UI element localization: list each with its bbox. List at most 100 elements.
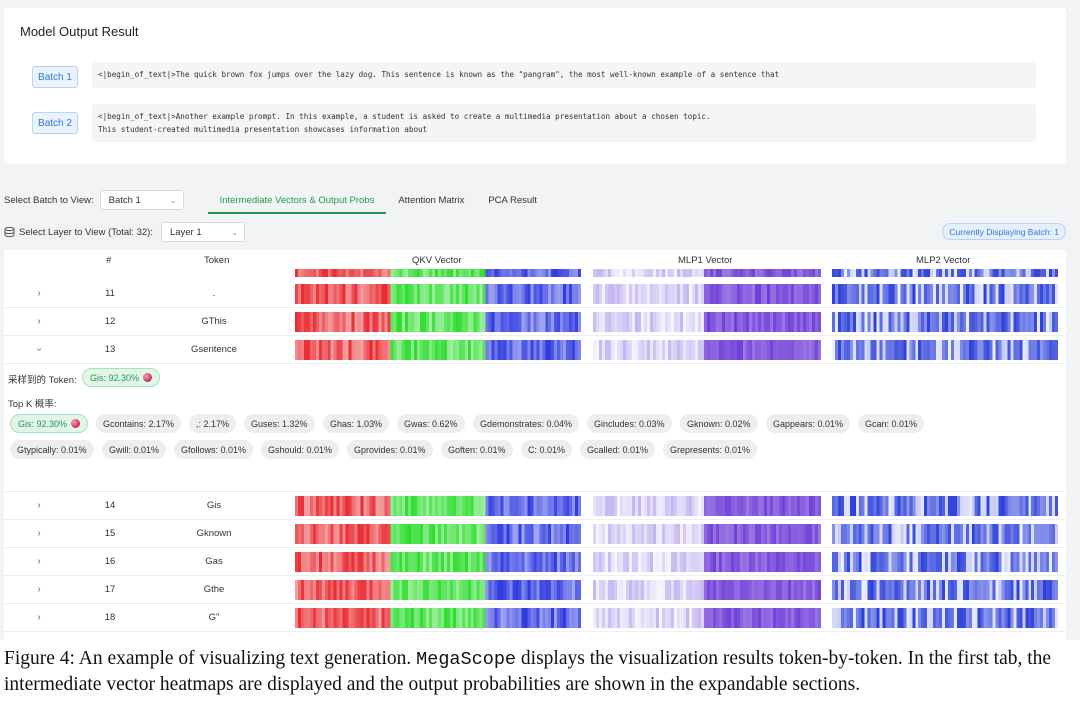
table-row[interactable]: › 15 Gknown bbox=[4, 520, 1066, 548]
table-row[interactable]: › 11 . bbox=[4, 280, 1066, 308]
topk-chip: Gdemonstrates: 0.04% bbox=[473, 414, 580, 433]
layer-select-label: Select Layer to View (Total: 32): bbox=[19, 226, 153, 238]
chevron-right-icon[interactable]: › bbox=[37, 528, 41, 539]
chevron-down-icon[interactable]: › bbox=[33, 347, 45, 352]
mlp1-heatmap bbox=[593, 269, 821, 277]
chevron-down-icon: ⌄ bbox=[169, 195, 177, 205]
topk-chip: Gtypically: 0.01% bbox=[10, 440, 94, 459]
batch-select[interactable]: Batch 1 ⌄ bbox=[99, 190, 184, 210]
row-num: 18 bbox=[104, 612, 116, 623]
partial-row bbox=[4, 269, 1066, 280]
chevron-down-icon: ⌄ bbox=[231, 227, 238, 237]
qkv-heatmap bbox=[295, 269, 581, 277]
row-num: 13 bbox=[104, 344, 116, 355]
database-icon bbox=[4, 227, 15, 237]
mlp1-heatmap bbox=[593, 312, 821, 332]
mlp1-heatmap bbox=[593, 340, 821, 360]
table-row[interactable]: › 16 Gas bbox=[4, 548, 1066, 576]
probability-dot-icon bbox=[143, 373, 153, 382]
qkv-heatmap bbox=[295, 312, 581, 332]
qkv-heatmap bbox=[295, 524, 581, 544]
layer-select[interactable]: Layer 1 ⌄ bbox=[160, 222, 245, 242]
topk-chip: Ghas: 1.03% bbox=[323, 414, 390, 433]
card-title: Model Output Result bbox=[20, 24, 139, 39]
topk-chip-label: Gwas: 0.62% bbox=[404, 418, 458, 429]
topk-chip: Gknown: 0.02% bbox=[680, 414, 758, 433]
topk-chip-label: Gfollows: 0.01% bbox=[181, 444, 247, 455]
topk-chip: Gwill: 0.01% bbox=[102, 440, 167, 459]
tab-intermediate-vectors[interactable]: Intermediate Vectors & Output Probs bbox=[207, 186, 387, 214]
mlp2-heatmap bbox=[832, 340, 1058, 360]
qkv-heatmap bbox=[295, 580, 581, 600]
row-token: G" bbox=[208, 612, 220, 623]
topk-chip-label: Goften: 0.01% bbox=[448, 444, 506, 455]
tab-pca-result[interactable]: PCA Result bbox=[488, 194, 537, 206]
chevron-right-icon[interactable]: › bbox=[37, 316, 41, 327]
topk-chip: Guses: 1.32% bbox=[244, 414, 315, 433]
chevron-right-icon[interactable]: › bbox=[37, 288, 41, 299]
topk-chip-label: Gcontains: 2.17% bbox=[103, 418, 175, 429]
row-num: 15 bbox=[104, 528, 116, 539]
mlp1-heatmap bbox=[593, 524, 821, 544]
header-mlp1: MLP1 Vector bbox=[678, 255, 733, 266]
header-num: # bbox=[106, 255, 112, 266]
batch-row-2: Batch 2 <|begin_of_text|>Another example… bbox=[32, 104, 1036, 142]
qkv-heatmap bbox=[295, 340, 581, 360]
sampled-token-label: 采样到的 Token: bbox=[8, 375, 77, 386]
row-num: 17 bbox=[104, 584, 116, 595]
topk-chip: Gshould: 0.01% bbox=[261, 440, 340, 459]
topk-chip-label: Gappears: 0.01% bbox=[773, 418, 844, 429]
row-num: 14 bbox=[104, 500, 116, 511]
rows-before: › 11 . › 12 GThis › 13 Gsentence bbox=[4, 280, 1066, 364]
row-token: . bbox=[212, 288, 216, 299]
topk-chip: C: 0.01% bbox=[521, 440, 573, 459]
topk-chip: Goften: 0.01% bbox=[441, 440, 513, 459]
chevron-right-icon[interactable]: › bbox=[37, 500, 41, 511]
probability-dot-icon bbox=[71, 419, 81, 428]
tab-bar: Intermediate Vectors & Output Probs Atte… bbox=[207, 186, 549, 214]
rows-after: › 14 Gis › 15 Gknown › 16 Gas bbox=[4, 492, 1066, 632]
topk-chip: Gincludes: 0.03% bbox=[587, 414, 672, 433]
table-row-expanded[interactable]: › 13 Gsentence bbox=[4, 336, 1066, 364]
topk-chip: ,: 2.17% bbox=[189, 414, 237, 433]
topk-chip-label: Gwill: 0.01% bbox=[109, 444, 160, 455]
tab-attention-matrix[interactable]: Attention Matrix bbox=[398, 194, 465, 206]
topk-chip-label: Gcan: 0.01% bbox=[865, 418, 918, 429]
chevron-right-icon[interactable]: › bbox=[37, 556, 41, 567]
mlp2-heatmap bbox=[832, 580, 1058, 600]
batch-text-2: <|begin_of_text|>Another example prompt.… bbox=[92, 104, 1036, 142]
table-header: # Token QKV Vector MLP1 Vector MLP2 Vect… bbox=[4, 250, 1066, 272]
chevron-right-icon[interactable]: › bbox=[37, 584, 41, 595]
sampled-token-value: Gis: 92.30% bbox=[90, 372, 140, 383]
qkv-heatmap bbox=[295, 552, 581, 572]
mlp2-heatmap bbox=[832, 608, 1058, 628]
batch-tag-1[interactable]: Batch 1 bbox=[32, 66, 78, 88]
mlp1-heatmap bbox=[593, 496, 821, 516]
mlp2-heatmap bbox=[832, 524, 1058, 544]
topk-chip: Gappears: 0.01% bbox=[766, 414, 851, 433]
vectors-table: # Token QKV Vector MLP1 Vector MLP2 Vect… bbox=[4, 250, 1066, 640]
row-num: 16 bbox=[104, 556, 116, 567]
table-row[interactable]: › 14 Gis bbox=[4, 492, 1066, 520]
mlp1-heatmap bbox=[593, 284, 821, 304]
caption-mono: MegaScope bbox=[416, 649, 517, 670]
topk-chip: Grepresents: 0.01% bbox=[663, 440, 758, 459]
row-num: 11 bbox=[105, 288, 115, 299]
caption-suffix: displays the visualization results token… bbox=[4, 648, 1052, 695]
topk-chip: Gcan: 0.01% bbox=[858, 414, 925, 433]
topk-chip-label: Gknown: 0.02% bbox=[687, 418, 751, 429]
topk-chip-label: Gincludes: 0.03% bbox=[594, 418, 665, 429]
qkv-heatmap bbox=[295, 608, 581, 628]
topk-chip-label: Gcalled: 0.01% bbox=[587, 444, 649, 455]
row-token: Gis bbox=[206, 500, 222, 511]
table-row[interactable]: › 17 Gthe bbox=[4, 576, 1066, 604]
table-row[interactable]: › 12 GThis bbox=[4, 308, 1066, 336]
table-row[interactable]: › 18 G" bbox=[4, 604, 1066, 632]
mlp1-heatmap bbox=[593, 608, 821, 628]
screenshot: Model Output Result Batch 1 <|begin_of_t… bbox=[0, 0, 1080, 640]
displaying-batch-badge: Currently Displaying Batch: 1 bbox=[942, 223, 1066, 240]
topk-chip-label: Guses: 1.32% bbox=[251, 418, 308, 429]
batch-tag-2[interactable]: Batch 2 bbox=[32, 112, 78, 134]
mlp2-heatmap bbox=[832, 496, 1058, 516]
chevron-right-icon[interactable]: › bbox=[37, 612, 41, 623]
